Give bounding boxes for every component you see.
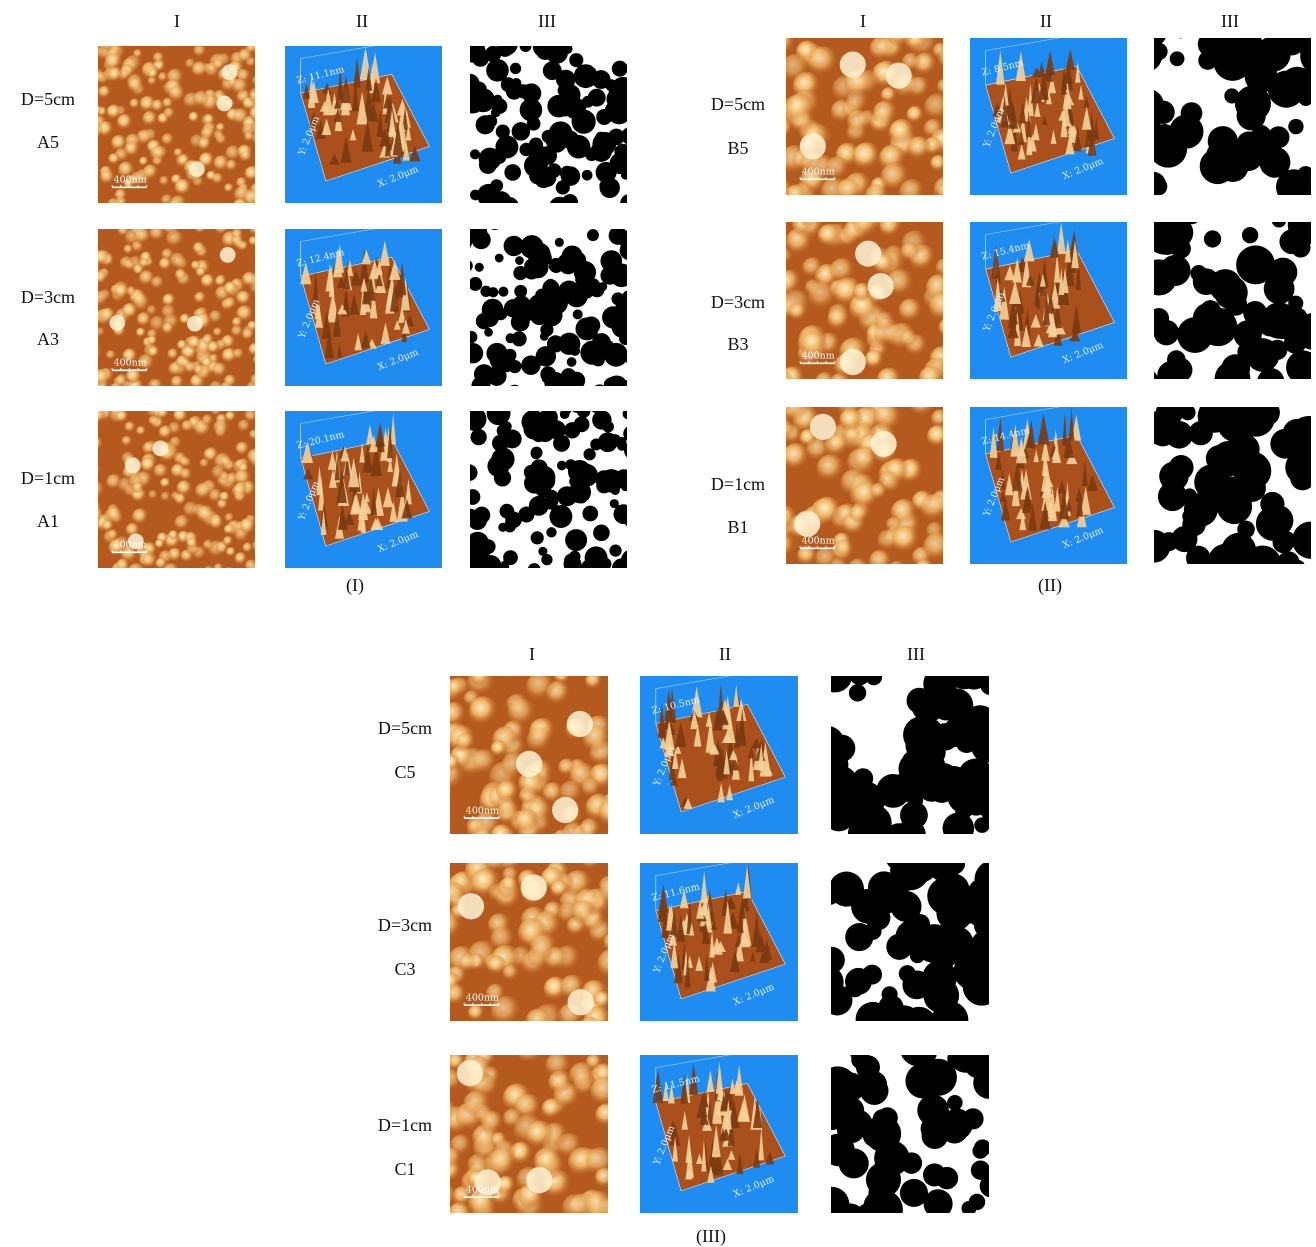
- column-header: II: [1040, 11, 1052, 31]
- sample-label: C3: [394, 959, 416, 979]
- afm-height-image: 400nm: [98, 411, 255, 568]
- afm-3d-surface: Z: 15.4nm X: 2.0μm Y: 2.0μm: [970, 222, 1127, 379]
- afm-height-image: 400nm: [786, 38, 943, 195]
- column-header: III: [538, 11, 556, 31]
- sample-label: B3: [727, 334, 749, 354]
- afm-3d-surface: Z: 11.5nm X: 2.0μm Y: 2.0μm: [640, 1055, 798, 1213]
- binary-grain-map: [1154, 407, 1311, 564]
- distance-label: D=5cm: [20, 89, 76, 109]
- binary-grain-map: [470, 411, 627, 568]
- column-header: I: [529, 644, 535, 664]
- column-header: II: [356, 11, 368, 31]
- binary-grain-map: [831, 1055, 989, 1213]
- sample-label: C1: [394, 1159, 416, 1179]
- binary-grain-map: [470, 229, 627, 386]
- afm-height-image: 400nm: [450, 676, 608, 834]
- panel-caption: (III): [696, 1226, 726, 1246]
- sample-label: A1: [37, 511, 59, 531]
- sample-label: B5: [727, 138, 749, 158]
- distance-label: D=1cm: [710, 474, 766, 494]
- afm-height-image: 400nm: [786, 222, 943, 379]
- distance-label: D=3cm: [710, 292, 766, 312]
- column-header: I: [174, 11, 180, 31]
- afm-height-image: 400nm: [450, 863, 608, 1021]
- panel-caption: (I): [346, 575, 364, 595]
- scale-bar-label: 400nm: [114, 175, 147, 186]
- column-header: I: [860, 11, 866, 31]
- scale-bar-label: 400nm: [466, 1184, 499, 1195]
- column-header: III: [907, 644, 925, 664]
- afm-3d-surface: Z: 11.1nm X: 2.0μm Y: 2.0μm: [285, 46, 442, 203]
- afm-3d-surface: Z: 10.5nm X: 2.0μm Y: 2.0μm: [640, 676, 798, 834]
- binary-grain-map: [831, 863, 989, 1021]
- scale-bar-label: 400nm: [114, 358, 147, 369]
- sample-label: A5: [37, 132, 59, 152]
- distance-label: D=1cm: [377, 1115, 433, 1135]
- afm-height-image: 400nm: [98, 229, 255, 386]
- afm-height-image: 400nm: [98, 46, 255, 203]
- afm-height-image: 400nm: [786, 407, 943, 564]
- afm-3d-surface: Z: 12.4nm X: 2.0μm Y: 2.0μm: [285, 229, 442, 386]
- sample-label: A3: [37, 329, 59, 349]
- afm-3d-surface: Z: 14.4nm X: 2.0μm Y: 2.0μm: [970, 407, 1127, 564]
- distance-label: D=3cm: [20, 287, 76, 307]
- distance-label: D=5cm: [377, 718, 433, 738]
- sample-label: C5: [394, 762, 416, 782]
- column-header: III: [1221, 11, 1239, 31]
- binary-grain-map: [1154, 222, 1311, 379]
- afm-3d-surface: Z: 11.6nm X: 2.0μm Y: 2.0μm: [640, 863, 798, 1021]
- distance-label: D=3cm: [377, 915, 433, 935]
- scale-bar-label: 400nm: [802, 351, 835, 362]
- binary-grain-map: [1154, 38, 1311, 195]
- scale-bar-label: 400nm: [466, 805, 499, 816]
- scale-bar-label: 400nm: [802, 536, 835, 547]
- binary-grain-map: [831, 676, 989, 834]
- scale-bar-label: 400nm: [114, 540, 147, 551]
- scale-bar-label: 400nm: [802, 167, 835, 178]
- afm-3d-surface: Z: 20.1nm X: 2.0μm Y: 2.0μm: [285, 411, 442, 568]
- afm-3d-surface: Z: 8.5nm X: 2.0μm Y: 2.0μm: [970, 38, 1127, 195]
- scale-bar-label: 400nm: [466, 992, 499, 1003]
- panel-caption: (II): [1038, 575, 1062, 595]
- sample-label: B1: [727, 517, 749, 537]
- distance-label: D=5cm: [710, 94, 766, 114]
- binary-grain-map: [470, 46, 627, 203]
- column-header: II: [719, 644, 731, 664]
- distance-label: D=1cm: [20, 468, 76, 488]
- afm-height-image: 400nm: [450, 1055, 608, 1213]
